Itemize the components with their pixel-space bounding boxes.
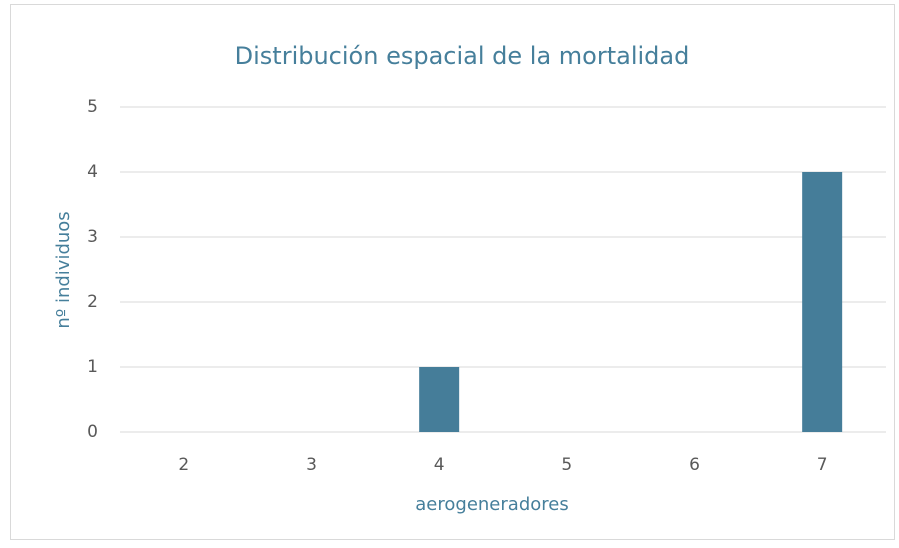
bar xyxy=(802,172,843,432)
y-axis-title: nº individuos xyxy=(53,211,74,328)
y-tick-label: 2 xyxy=(87,292,98,312)
x-tick-label: 6 xyxy=(689,455,700,475)
y-tick-label: 4 xyxy=(87,162,98,182)
x-tick-label: 7 xyxy=(817,455,828,475)
x-tick-label: 5 xyxy=(561,455,572,475)
y-tick-label: 0 xyxy=(87,422,98,442)
chart-frame xyxy=(10,4,895,540)
x-tick-label: 3 xyxy=(306,455,317,475)
y-tick-label: 5 xyxy=(87,97,98,117)
bar xyxy=(419,367,460,432)
y-tick-label: 1 xyxy=(87,357,98,377)
x-tick-label: 2 xyxy=(178,455,189,475)
x-tick-label: 4 xyxy=(434,455,445,475)
y-tick-label: 3 xyxy=(87,227,98,247)
chart-title: Distribución espacial de la mortalidad xyxy=(235,42,690,70)
x-axis-title: aerogeneradores xyxy=(415,494,568,515)
